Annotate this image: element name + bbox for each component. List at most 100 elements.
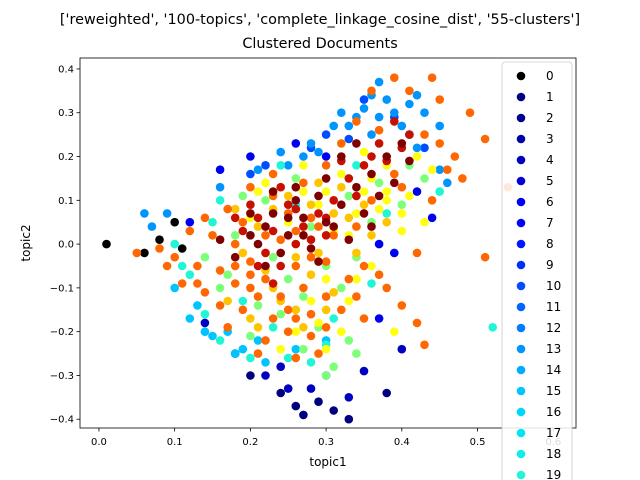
data-point [283,161,293,170]
data-point [382,217,392,227]
legend-label: 1 [546,90,554,104]
data-point [215,165,225,174]
data-point [435,95,445,104]
legend-marker [516,344,526,354]
data-point [246,231,255,240]
data-point [352,349,361,358]
data-point [238,248,248,258]
data-point [420,108,429,117]
data-point [321,187,331,196]
data-point [480,252,490,262]
data-point [480,134,490,144]
data-point [291,305,301,315]
data-point [352,182,361,192]
y-tick-label: 0.1 [58,196,74,207]
data-point [314,178,323,188]
data-point [306,244,316,253]
data-point [337,283,346,293]
data-point [291,226,301,236]
data-point [208,231,217,240]
data-point [102,239,111,249]
data-point [230,349,240,358]
data-point [359,161,369,170]
data-point [405,130,414,139]
legend-marker [516,407,526,417]
data-point [230,231,240,240]
legend-marker [516,281,526,291]
data-point [299,231,308,240]
data-point [321,371,331,380]
data-point [427,196,437,205]
legend-label: 10 [546,279,561,293]
data-point [276,261,286,271]
data-point [359,200,369,209]
y-tick-label: −0.1 [50,283,74,294]
data-point [185,314,195,323]
data-point [299,222,308,231]
data-point [321,161,331,170]
data-point [283,231,293,240]
data-point [283,353,293,363]
data-point [170,252,179,262]
data-point [367,130,376,139]
data-point [170,239,179,249]
data-point [367,222,376,231]
data-point [488,323,498,332]
data-point [344,274,354,284]
data-point [268,279,278,288]
data-point [367,231,376,240]
data-point [268,252,278,262]
data-point [344,414,354,424]
data-point [253,261,263,271]
data-point [238,305,248,315]
legend-label: 18 [546,447,561,461]
data-point [306,309,316,319]
legend-label: 11 [546,300,561,314]
data-point [450,152,460,161]
x-tick-label: 0.0 [91,437,107,448]
data-point [329,209,339,218]
data-point [359,147,369,157]
data-point [314,147,323,157]
data-point [420,130,429,139]
data-point [344,191,354,201]
data-point [246,353,255,363]
data-point [390,117,399,126]
data-point [246,152,255,161]
data-point [253,301,263,310]
data-point [246,331,255,341]
data-point [344,213,354,223]
data-point [193,261,202,271]
data-point [352,248,361,258]
data-point [215,235,225,244]
data-point [359,261,369,271]
data-point [314,397,323,407]
legend-marker [516,218,526,228]
x-axis: 0.00.10.20.30.40.50.6 [91,428,561,448]
chart-title-line1: ['reweighted', '100-topics', 'complete_l… [60,12,580,28]
legend-marker [516,197,526,207]
data-point [314,349,323,358]
data-point [435,121,445,131]
data-point [193,279,202,288]
data-point [374,178,384,188]
data-point [193,301,202,310]
data-point [329,222,339,231]
data-point [443,165,452,174]
data-point [458,174,467,183]
data-point [215,196,225,205]
data-point [261,336,270,345]
data-point [291,261,301,271]
data-point [374,112,384,122]
data-point [238,296,248,306]
data-point [390,327,399,337]
data-point [352,274,361,284]
data-point [261,161,270,170]
data-point [291,182,301,192]
data-point [321,305,331,315]
legend-label: 0 [546,69,554,83]
data-point [435,165,445,174]
x-tick-label: 0.2 [242,437,258,448]
legend-marker [516,428,526,438]
data-point [261,231,270,240]
